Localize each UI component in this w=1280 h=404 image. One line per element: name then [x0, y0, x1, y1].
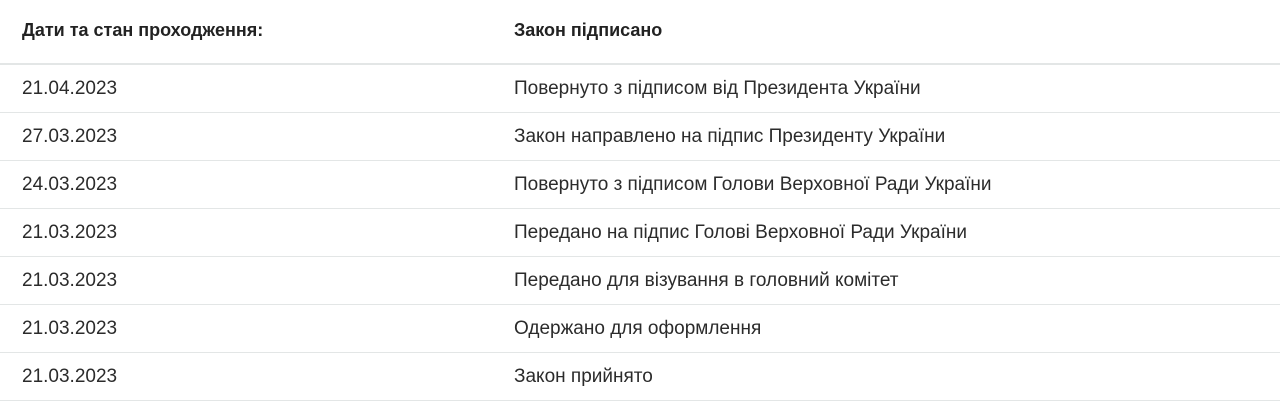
- table-header: Дати та стан проходження: Закон підписан…: [0, 0, 1280, 65]
- row-event: Повернуто з підписом Голови Верховної Ра…: [514, 174, 992, 195]
- table-row: 27.03.2023 Закон направлено на підпис Пр…: [0, 113, 1280, 161]
- table-row: 21.03.2023 Одержано для оформлення: [0, 305, 1280, 353]
- row-event: Закон направлено на підпис Президенту Ук…: [514, 126, 946, 147]
- row-event: Передано на підпис Голові Верховної Ради…: [514, 222, 967, 243]
- table-row: 24.03.2023 Повернуто з підписом Голови В…: [0, 161, 1280, 209]
- row-date: 24.03.2023: [22, 174, 118, 195]
- table-row: 21.04.2023 Повернуто з підписом від През…: [0, 65, 1280, 113]
- row-date: 21.03.2023: [22, 270, 118, 291]
- row-event: Повернуто з підписом від Президента Укра…: [514, 78, 921, 99]
- row-date: 21.03.2023: [22, 366, 118, 387]
- dates-status-label: Дати та стан проходження:: [22, 20, 264, 40]
- law-status: Закон підписано: [514, 20, 663, 40]
- table-row: 21.03.2023 Закон прийнято: [0, 353, 1280, 401]
- row-event: Передано для візування в головний коміте…: [514, 270, 899, 291]
- row-date: 21.03.2023: [22, 318, 118, 339]
- row-date: 21.03.2023: [22, 222, 118, 243]
- row-event: Закон прийнято: [514, 366, 653, 387]
- row-date: 21.04.2023: [22, 78, 118, 99]
- row-date: 27.03.2023: [22, 126, 118, 147]
- table-row: 21.03.2023 Передано на підпис Голові Вер…: [0, 209, 1280, 257]
- row-event: Одержано для оформлення: [514, 318, 762, 339]
- table-row: 21.03.2023 Передано для візування в голо…: [0, 257, 1280, 305]
